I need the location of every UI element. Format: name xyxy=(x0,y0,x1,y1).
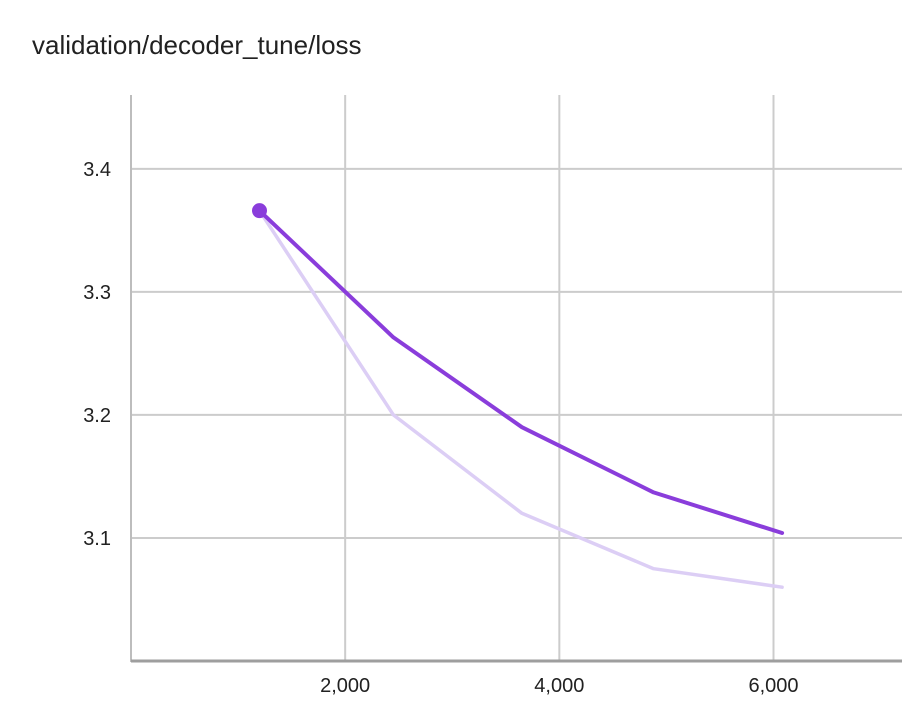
y-tick-label-3: 3.4 xyxy=(83,159,111,181)
raw-series-line xyxy=(257,208,784,589)
y-tick-label-0: 3.1 xyxy=(83,528,111,550)
chart-title: validation/decoder_tune/loss xyxy=(32,30,362,60)
y-tick-label-2: 3.3 xyxy=(83,282,111,304)
highlighted-point-marker xyxy=(252,203,267,219)
x-tick-label-0: 2,000 xyxy=(320,675,370,697)
x-tick-label-2: 6,000 xyxy=(748,675,798,697)
series-layer xyxy=(252,203,785,589)
axis-layer xyxy=(130,95,902,663)
x-tick-label-1: 4,000 xyxy=(534,675,584,697)
grid-layer xyxy=(131,95,902,661)
y-tick-label-1: 3.2 xyxy=(83,405,111,427)
smoothed-series-line xyxy=(257,208,785,535)
tick-label-layer: 3.1 3.2 3.3 3.4 2,000 4,000 6,000 xyxy=(83,159,798,697)
